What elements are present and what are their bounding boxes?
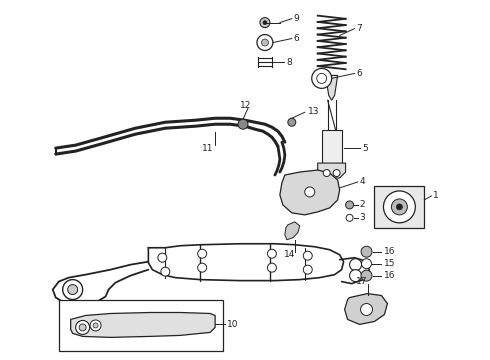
Text: 9: 9 <box>294 14 299 23</box>
Circle shape <box>63 280 83 300</box>
Circle shape <box>68 285 77 294</box>
Text: 7: 7 <box>357 24 362 33</box>
Text: 16: 16 <box>384 271 395 280</box>
Circle shape <box>361 270 372 281</box>
Text: 5: 5 <box>363 144 368 153</box>
Circle shape <box>257 35 273 50</box>
Polygon shape <box>326 75 338 100</box>
Circle shape <box>333 170 340 176</box>
Circle shape <box>263 21 267 24</box>
Circle shape <box>396 204 402 210</box>
Text: 6: 6 <box>294 34 299 43</box>
Circle shape <box>362 259 371 269</box>
Circle shape <box>345 201 354 209</box>
Text: 6: 6 <box>357 69 362 78</box>
Text: 16: 16 <box>384 247 395 256</box>
Circle shape <box>197 263 207 272</box>
Polygon shape <box>344 293 388 324</box>
Circle shape <box>303 251 312 260</box>
Circle shape <box>346 214 353 221</box>
Circle shape <box>312 68 332 88</box>
Circle shape <box>197 249 207 258</box>
Text: 11: 11 <box>202 144 214 153</box>
Bar <box>59 300 223 351</box>
Text: 2: 2 <box>360 201 365 210</box>
Circle shape <box>90 320 101 331</box>
Circle shape <box>268 249 276 258</box>
Circle shape <box>75 320 90 334</box>
Text: 10: 10 <box>227 320 239 329</box>
Circle shape <box>349 259 362 271</box>
Polygon shape <box>280 170 340 215</box>
Bar <box>322 130 342 165</box>
Circle shape <box>349 270 362 282</box>
Circle shape <box>260 18 270 28</box>
Circle shape <box>262 39 269 46</box>
Text: 3: 3 <box>360 213 366 222</box>
Circle shape <box>361 303 372 315</box>
Circle shape <box>158 253 167 262</box>
Circle shape <box>93 323 98 328</box>
Circle shape <box>268 263 276 272</box>
Text: 1: 1 <box>433 192 439 201</box>
Circle shape <box>323 170 330 176</box>
Bar <box>374 186 424 228</box>
Text: 4: 4 <box>360 177 365 186</box>
Text: 14: 14 <box>284 250 295 259</box>
Text: 17: 17 <box>356 277 368 286</box>
Circle shape <box>361 246 372 257</box>
Polygon shape <box>285 222 300 240</box>
Polygon shape <box>318 163 345 178</box>
Circle shape <box>317 73 327 84</box>
Text: 13: 13 <box>308 107 319 116</box>
Text: 8: 8 <box>287 58 293 67</box>
Circle shape <box>392 199 407 215</box>
Circle shape <box>238 119 248 129</box>
Circle shape <box>288 118 296 126</box>
Circle shape <box>384 191 416 223</box>
Polygon shape <box>71 312 215 337</box>
Circle shape <box>305 187 315 197</box>
Text: 15: 15 <box>384 259 395 268</box>
Circle shape <box>79 324 86 331</box>
Circle shape <box>161 267 170 276</box>
Circle shape <box>303 265 312 274</box>
Text: 12: 12 <box>240 101 252 110</box>
